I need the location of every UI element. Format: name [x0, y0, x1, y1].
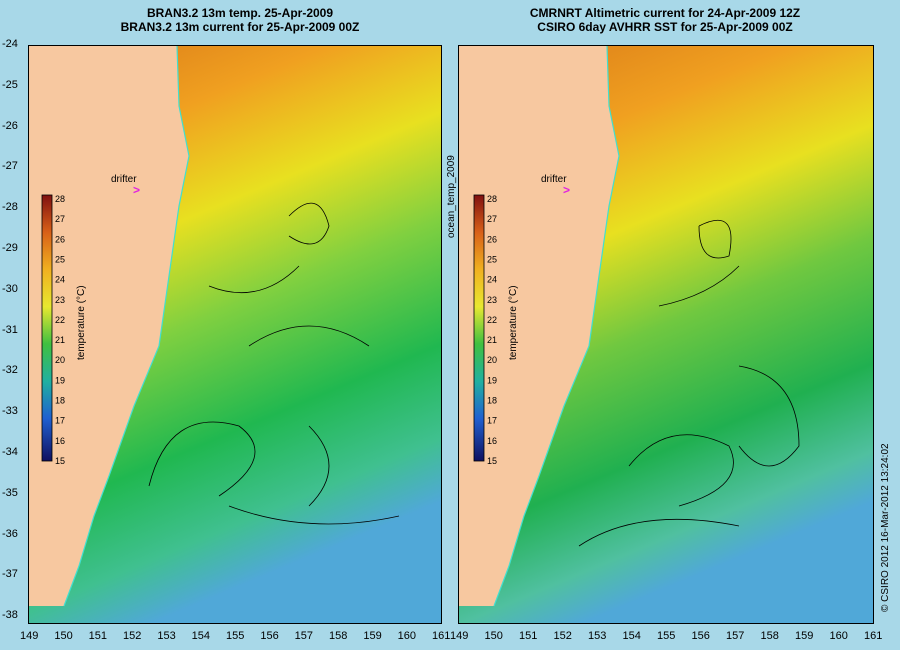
x-tick-label: 150	[54, 630, 73, 642]
colorbar-left-label: temperature (°C)	[76, 285, 87, 360]
colorbar-tick-label: 19	[55, 375, 65, 385]
x-tick-label: 155	[226, 630, 245, 642]
colorbar-tick-label: 20	[487, 355, 497, 365]
y-tick-label: -24	[2, 38, 18, 50]
drifter-marker: >	[563, 183, 570, 197]
x-tick-label: 158	[760, 630, 779, 642]
colorbar-tick-label: 22	[487, 315, 497, 325]
drifter-label: drifter	[541, 174, 567, 185]
colorbar-tick-label: 23	[487, 295, 497, 305]
x-tick-label: 152	[553, 630, 572, 642]
colorbar-tick-label: 23	[55, 295, 65, 305]
colorbar-tick-label: 24	[55, 275, 65, 285]
colorbar-tick-label: 21	[55, 335, 65, 345]
colorbar-left: 28 27 26 25 24 23 22 21 20 19 18 17 16 15	[41, 194, 65, 466]
coastline	[63, 46, 190, 607]
colorbar-left-ticks: 28 27 26 25 24 23 22 21 20 19 18 17 16 15	[55, 194, 65, 466]
current-streamlines	[148, 202, 400, 525]
x-tick-label: 158	[329, 630, 348, 642]
x-tick-label: 155	[657, 630, 676, 642]
colorbar-tick-label: 19	[487, 375, 497, 385]
x-tick-label: 156	[691, 630, 710, 642]
drifter-label: drifter	[111, 174, 137, 185]
right-map-svg: drifter >	[459, 46, 873, 623]
x-tick-label: 159	[795, 630, 814, 642]
colorbar-tick-label: 17	[55, 416, 65, 426]
current-streamlines	[578, 220, 800, 547]
right-map-panel: drifter >	[458, 45, 874, 624]
x-tick-label: 159	[363, 630, 382, 642]
colorbar-tick-label: 16	[487, 436, 497, 446]
x-tick-label: 152	[123, 630, 142, 642]
colorbar-tick-label: 24	[487, 275, 497, 285]
y-tick-label: -37	[2, 568, 18, 581]
y-tick-label: -29	[2, 242, 18, 254]
colorbar-tick-label: 15	[55, 456, 65, 466]
y-tick-label: -34	[2, 446, 18, 458]
right-title-line1: CMRNRT Altimetric current for 24-Apr-200…	[529, 6, 801, 20]
colorbar-tick-label: 20	[55, 355, 65, 365]
colorbar-tick-label: 26	[487, 234, 497, 244]
x-tick-label: 153	[588, 630, 607, 642]
left-title-line2: BRAN3.2 13m current for 25-Apr-2009 00Z	[120, 20, 360, 34]
colorbar-tick-label: 27	[55, 214, 65, 224]
x-tick-label: 151	[519, 630, 538, 642]
colorbar-tick-label: 15	[487, 456, 497, 466]
colorbar-tick-label: 26	[55, 234, 65, 244]
x-tick-label: 157	[726, 630, 745, 642]
colorbar-tick-label: 22	[55, 315, 65, 325]
land-mass	[29, 46, 189, 606]
y-tick-label: -35	[2, 486, 18, 499]
y-tick-label: -28	[2, 201, 18, 214]
x-tick-label: 156	[260, 630, 279, 642]
x-tick-label: 160	[397, 630, 417, 642]
x-tick-label: 154	[622, 630, 641, 642]
y-tick-label: -30	[2, 282, 18, 295]
left-map-svg: drifter >	[29, 46, 441, 623]
colorbar-right: 28 27 26 25 24 23 22 21 20 19 18 17 16 15	[473, 194, 497, 466]
colorbar-tick-label: 18	[487, 396, 497, 406]
x-tick-label: 160	[829, 630, 848, 642]
y-tick-label: -38	[2, 609, 18, 622]
colorbar-tick-label: 28	[487, 194, 497, 204]
x-tick-label: 151	[88, 630, 108, 642]
x-tick-label: 153	[157, 630, 176, 642]
y-tick-label: -33	[2, 405, 18, 418]
right-title-line2: CSIRO 6day AVHRR SST for 25-Apr-2009 00Z	[537, 20, 793, 34]
colorbar-tick-label: 16	[55, 436, 65, 446]
side-label: ocean_temp_2009	[446, 155, 457, 238]
colorbar-tick-label: 21	[487, 335, 497, 345]
x-tick-label: 149	[20, 630, 39, 642]
left-panel-title: BRAN3.2 13m temp. 25-Apr-2009 BRAN3.2 13…	[40, 6, 440, 34]
drifter-marker: >	[133, 183, 140, 197]
colorbar-tick-label: 17	[487, 416, 497, 426]
colorbar-tick-label: 18	[55, 396, 65, 406]
y-tick-label: -25	[2, 78, 18, 91]
left-title-line1: BRAN3.2 13m temp. 25-Apr-2009	[146, 6, 334, 20]
right-panel-title: CMRNRT Altimetric current for 24-Apr-200…	[460, 6, 870, 34]
colorbar-right-ticks: 28 27 26 25 24 23 22 21 20 19 18 17 16 15	[487, 194, 497, 466]
x-tick-label: 161	[864, 630, 883, 642]
x-tick-label: 161	[432, 630, 451, 642]
colorbar-tick-label: 27	[487, 214, 497, 224]
credit-label: © CSIRO 2012 16-Mar-2012 13:24:02	[880, 443, 891, 612]
colorbar-tick-label: 25	[487, 254, 497, 264]
y-tick-label: -26	[2, 119, 18, 132]
x-tick-label: 157	[294, 630, 314, 642]
x-tick-label: 149	[450, 630, 469, 642]
colorbar-right-label: temperature (°C)	[508, 285, 519, 360]
x-tick-label: 154	[191, 630, 211, 642]
y-tick-label: -27	[2, 160, 18, 173]
y-tick-label: -36	[2, 527, 18, 540]
coastline	[493, 46, 620, 607]
y-tick-label: -31	[2, 323, 18, 336]
y-tick-label: -32	[2, 364, 18, 377]
colorbar-tick-label: 25	[55, 254, 65, 264]
left-map-panel: drifter >	[28, 45, 442, 624]
x-tick-label: 150	[484, 630, 503, 642]
land-mass	[459, 46, 619, 606]
colorbar-tick-label: 28	[55, 194, 65, 204]
